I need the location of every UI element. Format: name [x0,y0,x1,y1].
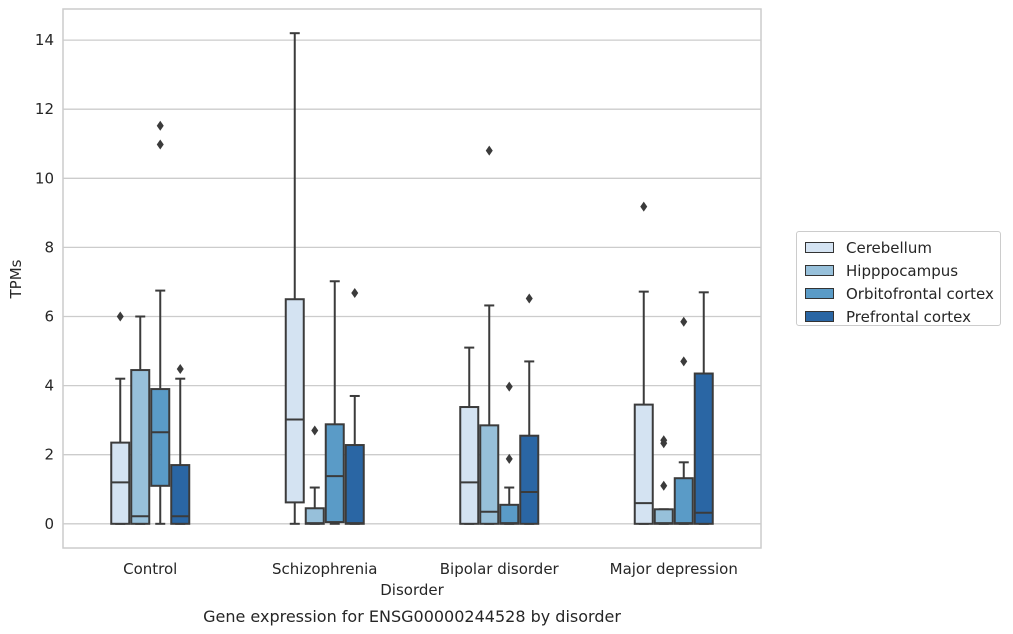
x-tick-label: Major depression [610,560,738,578]
box-hipppocampus [653,435,674,525]
box-body [284,298,305,504]
outlier-point [525,293,533,304]
box-prefrontal-cortex [519,293,540,525]
box-body [304,507,325,525]
box-body [673,477,694,525]
y-tick-label: 10 [35,169,54,187]
box-orbitofrontal-cortex [673,316,694,525]
x-tick-label: Control [123,560,177,578]
legend-item: Hipppocampus [805,259,1000,282]
y-tick-label: 6 [44,308,54,326]
outlier-point [505,453,513,464]
box-prefrontal-cortex [693,291,714,525]
outlier-point [680,316,688,327]
box-cerebellum [459,346,480,525]
legend-item: Cerebellum [805,236,1000,259]
plot-frame [62,8,762,549]
y-tick-label: 0 [44,515,54,533]
outlier-point [660,480,668,491]
box-cerebellum [633,201,654,525]
box-hipppocampus [130,315,151,525]
outlier-point [485,145,493,156]
box-body [653,508,674,525]
box-orbitofrontal-cortex [499,381,520,525]
box-body [344,444,365,525]
y-tick-label: 8 [44,238,54,256]
box-body [519,434,540,525]
legend-item: Orbitofrontal cortex [805,282,1000,305]
x-tick-label: Schizophrenia [272,560,377,578]
outlier-point [640,201,648,212]
box-prefrontal-cortex [170,364,191,525]
outlier-point [680,356,688,367]
box-prefrontal-cortex [344,288,365,525]
box-body [324,423,345,524]
legend-label: Orbitofrontal cortex [846,284,994,303]
outlier-point [156,139,164,150]
x-tick-labels: Control Schizophrenia Bipolar disorder Majo… [123,560,738,578]
outlier-point [116,311,124,322]
box-body [633,403,654,525]
legend-swatch [805,311,834,322]
y-tick-label: 12 [35,100,54,118]
y-tick-labels: 0 2 4 6 8 10 12 14 [35,31,54,533]
legend-swatch [805,242,834,253]
x-tick-label: Bipolar disorder [440,560,560,578]
box-cerebellum [284,32,305,525]
y-tick-label: 14 [35,31,54,49]
y-axis-label: TPMs [7,259,25,299]
box-body [130,369,151,525]
outlier-point [176,364,184,375]
box-orbitofrontal-cortex [324,280,345,525]
y-tick-label: 4 [44,377,54,395]
outlier-point [351,288,359,299]
outlier-point [660,435,668,446]
legend-label: Hipppocampus [846,261,959,280]
legend-label: Cerebellum [846,238,932,257]
box-body [479,424,500,525]
box-body [170,464,191,525]
box-hipppocampus [479,145,500,525]
box-body [499,503,520,525]
legend-item: Prefrontal cortex [805,305,1000,328]
y-tick-label: 2 [44,446,54,464]
box-body [150,388,171,487]
chart-title: Gene expression for ENSG00000244528 by d… [203,607,621,626]
x-axis-label: Disorder [380,581,444,599]
box-series [110,32,714,525]
legend: Cerebellum Hipppocampus Orbitofrontal cort… [796,231,1001,326]
box-orbitofrontal-cortex [150,120,171,525]
outlier-point [156,120,164,131]
legend-swatch [805,265,834,276]
box-cerebellum [110,311,131,525]
legend-label: Prefrontal cortex [846,307,971,326]
box-hipppocampus [304,425,325,525]
box-body [693,372,714,525]
legend-swatch [805,288,834,299]
box-body [459,406,480,525]
outlier-point [311,425,319,436]
outlier-point [505,381,513,392]
